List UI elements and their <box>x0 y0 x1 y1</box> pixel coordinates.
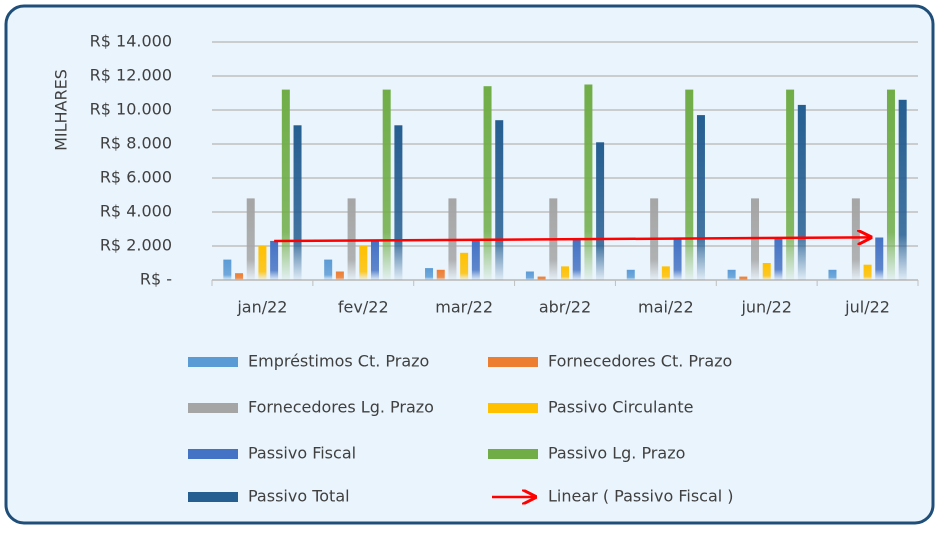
bar <box>223 259 232 280</box>
legend-label: Passivo Total <box>248 487 350 506</box>
bar <box>495 120 504 280</box>
bar <box>525 271 534 280</box>
bar <box>572 239 581 280</box>
bar <box>370 240 379 280</box>
x-tick-label: fev/22 <box>338 298 389 317</box>
bar <box>335 271 344 280</box>
trendline <box>274 237 869 241</box>
legend-swatch <box>188 492 238 502</box>
y-tick-label: R$ 12.000 <box>90 66 172 85</box>
bar <box>875 237 884 280</box>
legend-swatch <box>188 403 238 413</box>
legend-swatch <box>188 357 238 367</box>
legend-swatch <box>188 449 238 459</box>
y-tick-label: R$ 10.000 <box>90 100 172 119</box>
bar <box>898 99 907 280</box>
bar <box>863 264 872 280</box>
bar <box>774 237 783 280</box>
bar <box>258 246 267 280</box>
bar <box>235 273 244 280</box>
bar <box>828 269 837 280</box>
bar <box>270 240 279 280</box>
bar <box>246 198 255 280</box>
bar <box>673 239 682 280</box>
bar <box>596 142 605 280</box>
bar <box>293 125 302 280</box>
bar <box>382 89 391 280</box>
x-tick-label: jul/22 <box>844 298 890 317</box>
legend-label: Passivo Fiscal <box>248 444 356 463</box>
bar <box>281 89 290 280</box>
legend-swatch <box>488 357 538 367</box>
bar <box>851 198 860 280</box>
y-axis-title: MILHARES <box>52 69 71 151</box>
bar <box>685 89 694 280</box>
y-tick-label: R$ - <box>140 270 172 289</box>
y-tick-label: R$ 4.000 <box>100 202 172 221</box>
bar <box>483 86 492 280</box>
bar <box>537 276 546 280</box>
legend-label: Passivo Circulante <box>548 398 693 417</box>
bar <box>425 268 434 280</box>
legend-swatch <box>488 449 538 459</box>
x-tick-label: mar/22 <box>435 298 493 317</box>
bar <box>797 104 806 281</box>
bar <box>347 198 356 280</box>
x-tick-label: jan/22 <box>236 298 287 317</box>
legend-label: Empréstimos Ct. Prazo <box>248 352 429 371</box>
y-tick-label: R$ 6.000 <box>100 168 172 187</box>
bar <box>436 269 445 280</box>
legend-label: Linear ( Passivo Fiscal ) <box>548 487 734 506</box>
bar <box>561 266 569 280</box>
bar <box>762 263 771 280</box>
bar <box>886 89 895 280</box>
bar <box>471 239 480 280</box>
y-tick-label: R$ 14.000 <box>90 32 172 51</box>
bar <box>696 115 705 280</box>
legend-label: Fornecedores Lg. Prazo <box>248 398 434 417</box>
bar <box>324 259 333 280</box>
bar <box>739 276 748 280</box>
legend-label: Passivo Lg. Prazo <box>548 444 685 463</box>
x-tick-label: mai/22 <box>638 298 694 317</box>
legend-swatch <box>488 403 538 413</box>
bar <box>727 269 736 280</box>
x-tick-label: abr/22 <box>539 298 591 317</box>
y-tick-label: R$ 8.000 <box>100 134 172 153</box>
x-tick-label: jun/22 <box>740 298 791 317</box>
bar <box>786 89 795 280</box>
legend-label: Fornecedores Ct. Prazo <box>548 352 732 371</box>
y-tick-label: R$ 2.000 <box>100 236 172 255</box>
bar <box>661 266 670 280</box>
bar <box>394 125 403 280</box>
bar <box>626 269 635 280</box>
bar <box>460 252 469 280</box>
bar <box>359 246 368 280</box>
bar <box>584 84 593 280</box>
